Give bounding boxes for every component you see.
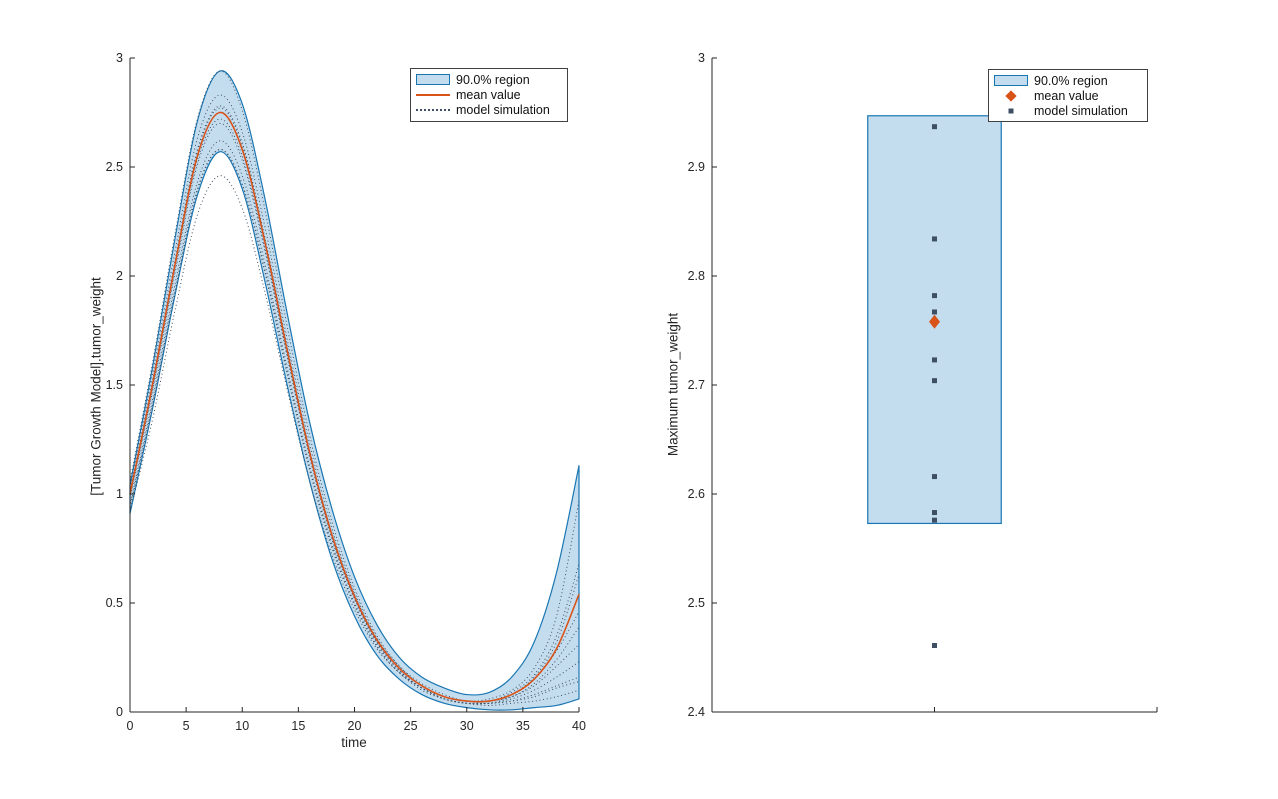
- y-tick-label: 1.5: [106, 378, 123, 392]
- region-swatch-icon: [416, 74, 450, 86]
- x-tick-label: 10: [235, 719, 249, 733]
- right-y-axis-label: Maximum tumor_weight: [665, 312, 681, 457]
- x-tick-label: 40: [572, 719, 586, 733]
- y-tick-label: 2: [116, 269, 123, 283]
- simulation-marker-8: [932, 517, 937, 523]
- simulation-marker-3: [932, 309, 937, 315]
- simulation-marker-4: [932, 357, 937, 363]
- y-tick-label: 2.8: [688, 269, 705, 283]
- mean-line-swatch-icon: [416, 93, 450, 96]
- confidence-band: [129, 70, 580, 711]
- legend-label-region: 90.0% region: [1034, 73, 1108, 88]
- simulation-curve-8: [129, 149, 580, 705]
- legend-label-mean: mean value: [1034, 88, 1099, 103]
- simulation-marker-0: [932, 124, 937, 130]
- legend-item-region: 90.0% region: [994, 73, 1142, 88]
- y-tick-label: 2.7: [688, 378, 705, 392]
- y-tick-label: 1: [116, 487, 123, 501]
- legend-label-mean: mean value: [456, 87, 521, 102]
- y-tick-label: 2.5: [688, 596, 705, 610]
- legend-item-mean: mean value: [994, 88, 1142, 103]
- legend-label-region: 90.0% region: [456, 72, 530, 87]
- simulation-marker-7: [932, 510, 937, 516]
- simulation-curve-7: [129, 149, 580, 705]
- mean-diamond-marker: [929, 314, 940, 329]
- left-x-axis-label: time: [341, 735, 367, 750]
- y-tick-label: 0.5: [106, 596, 123, 610]
- x-tick-label: 30: [460, 719, 474, 733]
- y-tick-label: 0: [116, 705, 123, 719]
- dotted-line-swatch-icon: [416, 109, 450, 112]
- simulation-marker-2: [932, 293, 937, 299]
- x-tick-label: 5: [183, 719, 190, 733]
- simulation-curve-0: [129, 70, 580, 702]
- legend-label-simulation: model simulation: [456, 103, 550, 118]
- left-chart: 0 5 10 15 20 25 30 35 40 0 0.5 1 1.5 2 2.5 3: [106, 51, 586, 733]
- simulation-marker-9: [932, 643, 937, 649]
- x-tick-label: 25: [404, 719, 418, 733]
- legend-item-simulation: model simulation: [416, 103, 562, 118]
- x-tick-label: 35: [516, 719, 530, 733]
- simulation-marker-1: [932, 236, 937, 242]
- right-legend[interactable]: 90.0% region mean value model simulation: [988, 69, 1148, 122]
- legend-item-region: 90.0% region: [416, 72, 562, 87]
- legend-item-mean: mean value: [416, 87, 562, 102]
- right-chart: 2.4 2.5 2.6 2.7 2.8 2.9 3: [688, 51, 1158, 719]
- simulation-curve-9: [129, 175, 580, 706]
- diamond-marker-swatch-icon: [994, 89, 1028, 103]
- mean-curve: [129, 111, 580, 703]
- left-y-axis-label: [Tumor Growth Model].tumor_weight: [88, 277, 104, 496]
- y-tick-label: 3: [116, 51, 123, 65]
- x-tick-label: 0: [127, 719, 134, 733]
- legend-label-simulation: model simulation: [1034, 103, 1128, 118]
- x-tick-label: 20: [348, 719, 362, 733]
- y-tick-label: 2.6: [688, 487, 705, 501]
- left-legend[interactable]: 90.0% region mean value model simulation: [410, 68, 568, 122]
- y-tick-label: 3: [698, 51, 705, 65]
- square-marker-swatch-icon: [994, 104, 1028, 118]
- legend-item-simulation: model simulation: [994, 103, 1142, 118]
- simulation-marker-5: [932, 378, 937, 384]
- region-swatch-icon: [994, 75, 1028, 86]
- y-tick-label: 2.5: [106, 160, 123, 174]
- y-tick-label: 2.9: [688, 160, 705, 174]
- simulation-curve-6: [129, 140, 580, 705]
- y-tick-label: 2.4: [688, 705, 705, 719]
- simulation-marker-6: [932, 474, 937, 480]
- x-tick-label: 15: [291, 719, 305, 733]
